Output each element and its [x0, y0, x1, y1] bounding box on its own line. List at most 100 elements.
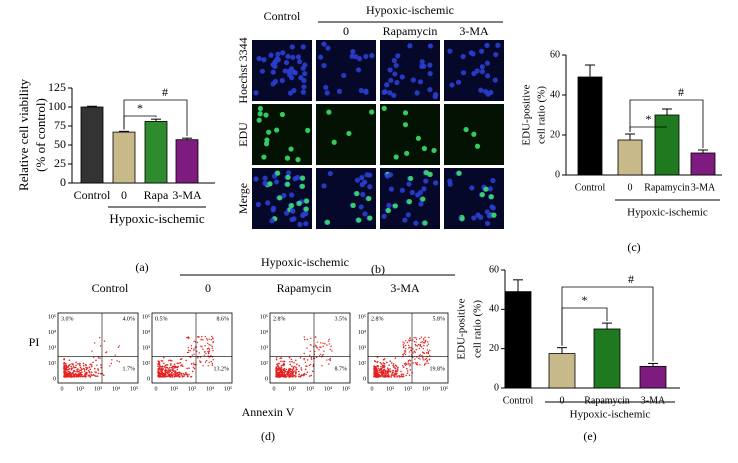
event [316, 347, 319, 349]
event [193, 363, 195, 366]
event [96, 364, 98, 366]
event [203, 354, 206, 356]
plot-title: Rapamycin [277, 281, 332, 295]
event [179, 361, 182, 364]
event [281, 373, 284, 376]
event [415, 363, 418, 365]
event [377, 365, 380, 367]
event [204, 345, 206, 347]
event [397, 366, 399, 369]
event [289, 368, 292, 371]
event [71, 367, 74, 369]
event [428, 358, 430, 361]
nucleus [402, 217, 408, 223]
event [164, 373, 166, 376]
event [306, 365, 308, 368]
event [310, 358, 313, 360]
y-tick-label: 10⁴ [48, 330, 56, 336]
event [389, 371, 391, 373]
y-tick-label: 10⁵ [358, 314, 366, 320]
y-tick-label: 60 [550, 49, 560, 60]
event [310, 337, 312, 339]
event [204, 335, 206, 338]
nucleus [455, 79, 462, 85]
event [296, 363, 298, 366]
event [181, 364, 183, 366]
event [78, 363, 81, 365]
edu-nucleus [415, 135, 422, 141]
event [418, 354, 421, 357]
edu-nucleus [299, 183, 306, 189]
event [424, 358, 427, 360]
event [100, 366, 102, 369]
event [326, 344, 328, 346]
event [202, 339, 204, 341]
event [324, 343, 326, 345]
event [98, 357, 100, 359]
event [275, 366, 278, 369]
nucleus [300, 89, 307, 95]
event [305, 373, 307, 376]
event [409, 337, 411, 339]
nucleus [350, 49, 356, 55]
bar [80, 106, 104, 184]
event [328, 338, 330, 341]
event [175, 374, 178, 377]
event [396, 368, 399, 371]
event [326, 359, 328, 361]
event [419, 354, 422, 356]
event [288, 356, 291, 359]
nucleus [460, 70, 467, 76]
panel-label: (c) [627, 240, 640, 254]
x-tick-label: 0 [155, 386, 158, 392]
event [405, 374, 408, 377]
event [87, 375, 90, 377]
event [329, 357, 331, 360]
event [70, 375, 72, 378]
event [308, 364, 311, 367]
nucleus [369, 53, 375, 59]
event [282, 360, 284, 363]
event [85, 371, 88, 374]
nucleus [388, 186, 394, 192]
event [165, 369, 168, 372]
event [166, 372, 169, 375]
edu-nucleus [275, 170, 281, 176]
edu-nucleus [354, 190, 360, 197]
nucleus [449, 82, 455, 88]
event [428, 349, 431, 351]
event [169, 373, 172, 375]
event [422, 347, 424, 350]
event [206, 339, 209, 341]
event [396, 370, 399, 372]
significance-bracket [561, 286, 654, 362]
event [173, 363, 176, 365]
event [77, 372, 80, 375]
panel-label: (d) [261, 429, 275, 443]
event [289, 363, 292, 366]
edu-nucleus [471, 131, 477, 137]
event [79, 366, 82, 369]
nucleus [478, 214, 484, 220]
event [422, 342, 425, 344]
event [376, 371, 378, 373]
nucleus [324, 90, 330, 96]
nucleus [391, 92, 397, 98]
y-axis-label: (% of control) [33, 98, 48, 172]
edu-nucleus [263, 141, 270, 147]
event [110, 362, 113, 365]
event [193, 353, 195, 355]
event [157, 372, 160, 375]
y-axis-label: EDU-positive [521, 84, 533, 145]
event [413, 337, 415, 339]
event [80, 369, 82, 372]
event [412, 348, 414, 350]
nucleus [484, 60, 490, 66]
event [68, 363, 71, 366]
event [204, 361, 207, 363]
event [202, 365, 204, 367]
event [375, 367, 378, 369]
nucleus [336, 88, 343, 94]
quadrant-value: 19.8% [430, 366, 446, 372]
event [160, 375, 163, 378]
